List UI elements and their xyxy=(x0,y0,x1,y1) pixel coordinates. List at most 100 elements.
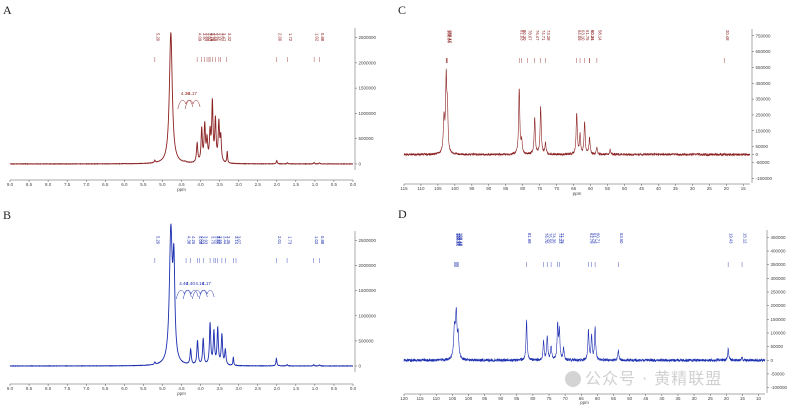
peak-label: 102.44 xyxy=(447,30,452,43)
peak-label: 103.97 xyxy=(456,233,461,246)
peak-label: 76.47 xyxy=(535,30,540,41)
integral-curve xyxy=(198,289,215,300)
x-tick-label: 50 xyxy=(622,186,628,191)
x-tick-label: 8.5 xyxy=(26,182,33,187)
y-tick-label: 1500000 xyxy=(359,86,377,91)
x-tick-label: 95 xyxy=(482,396,488,401)
x-tick-label: 2.5 xyxy=(255,182,262,187)
peak-label: 3.69 xyxy=(213,33,218,42)
x-tick-label: 3.0 xyxy=(236,386,243,391)
x-tick-label: 30 xyxy=(690,186,696,191)
x-tick-label: 35 xyxy=(673,186,679,191)
peak-label: 2.00 xyxy=(277,33,282,42)
y-tick-label: 150000 xyxy=(756,128,772,133)
x-tick-label: 100 xyxy=(465,396,473,401)
x-tick-label: 80 xyxy=(520,186,526,191)
peak-label: 3.07 xyxy=(236,236,241,245)
peak-label: 60.26 xyxy=(590,30,595,41)
peak-label: 80.30 xyxy=(522,30,527,41)
x-tick-label: 75 xyxy=(537,186,543,191)
x-tick-label: 2.0 xyxy=(274,386,281,391)
x-tick-label: 85 xyxy=(514,396,520,401)
spectrum-trace xyxy=(403,307,766,363)
y-tick-label: 250000 xyxy=(771,290,787,295)
x-tick-label: 120 xyxy=(400,396,408,401)
peak-label: 58.14 xyxy=(597,30,602,41)
x-tick-label: 2.0 xyxy=(274,182,281,187)
peak-label: 53.50 xyxy=(619,233,624,244)
integral-label: 4.17 xyxy=(188,91,197,96)
peak-label: 1.72 xyxy=(288,33,293,42)
y-tick-label: 0 xyxy=(359,363,362,368)
peak-label: 1.73 xyxy=(288,236,293,245)
y-tick-label: 350000 xyxy=(771,262,787,267)
y-tick-label: 0 xyxy=(771,358,774,363)
peak-label: 0.88 xyxy=(320,33,325,42)
y-tick-label: 200000 xyxy=(771,303,787,308)
integral-curve xyxy=(182,289,199,300)
x-tick-label: 55 xyxy=(605,186,611,191)
y-tick-label: 50000 xyxy=(756,144,769,149)
x-tick-label: 40 xyxy=(656,186,662,191)
peak-label: 3.93 xyxy=(204,236,209,245)
watermark: 公众号 · 黄精联盟 xyxy=(565,365,722,389)
x-tick-label: 9.0 xyxy=(7,182,14,187)
y-tick-label: 2500000 xyxy=(359,35,377,40)
peak-label: 3.44 xyxy=(222,236,227,245)
x-tick-label: 7.5 xyxy=(64,386,71,391)
y-tick-label: 0 xyxy=(359,161,362,166)
x-tick-label: 15 xyxy=(740,396,746,401)
x-tick-label: 90 xyxy=(498,396,504,401)
peak-label: 61.75 xyxy=(585,30,590,41)
x-tick-label: 65 xyxy=(579,396,585,401)
x-tick-label: 35 xyxy=(675,396,681,401)
x-tick-label: 45 xyxy=(639,186,645,191)
peak-label: 19.43 xyxy=(729,233,734,244)
x-axis-title: ppm xyxy=(177,391,186,396)
y-tick-label: -100000 xyxy=(771,385,788,390)
x-axis-title: ppm xyxy=(580,400,589,405)
y-tick-label: 550000 xyxy=(756,65,772,70)
x-tick-label: 4.5 xyxy=(178,182,185,187)
peak-label: 81.98 xyxy=(527,233,532,244)
y-tick-label: -50000 xyxy=(771,371,786,376)
integral-label: 4.17 xyxy=(202,281,211,286)
y-tick-label: -150000 xyxy=(756,176,773,181)
x-tick-label: 6.5 xyxy=(102,386,109,391)
x-tick-label: 15 xyxy=(741,186,747,191)
peak-label: 4.03 xyxy=(200,236,205,245)
x-tick-label: 100 xyxy=(451,186,459,191)
peak-label: 103.18 xyxy=(459,233,464,246)
watermark-text: 公众号 · 黄精联盟 xyxy=(585,369,723,388)
x-tick-label: 5.5 xyxy=(140,386,147,391)
x-tick-label: 9.0 xyxy=(7,386,14,391)
x-tick-label: 80 xyxy=(530,396,536,401)
peak-label: 4.08 xyxy=(198,236,203,245)
x-tick-label: 115 xyxy=(400,186,408,191)
peak-label: 76.70 xyxy=(544,233,549,244)
x-tick-label: 1.5 xyxy=(293,386,300,391)
x-tick-label: 20 xyxy=(724,396,730,401)
x-tick-label: 0.5 xyxy=(331,182,338,187)
peak-label: 3.14 xyxy=(234,236,239,245)
peak-label: 81.03 xyxy=(520,30,525,41)
x-tick-label: 20 xyxy=(724,186,730,191)
integral-label: 4.16 xyxy=(195,281,204,286)
x-tick-label: 85 xyxy=(503,186,509,191)
peak-label: 63.10 xyxy=(581,30,586,41)
peak-label: 103.79 xyxy=(457,233,462,246)
x-tick-label: 25 xyxy=(707,186,713,191)
peak-label: 61.79 xyxy=(592,233,597,244)
x-tick-label: 60 xyxy=(588,186,594,191)
panel-label-b: B xyxy=(3,208,12,222)
y-tick-label: 500000 xyxy=(359,338,375,343)
y-tick-label: 2000000 xyxy=(359,263,377,268)
y-tick-label: 650000 xyxy=(756,49,772,54)
peak-label: 0.88 xyxy=(320,236,325,245)
peak-label: 3.89 xyxy=(205,33,210,42)
x-tick-label: 3.5 xyxy=(216,182,223,187)
